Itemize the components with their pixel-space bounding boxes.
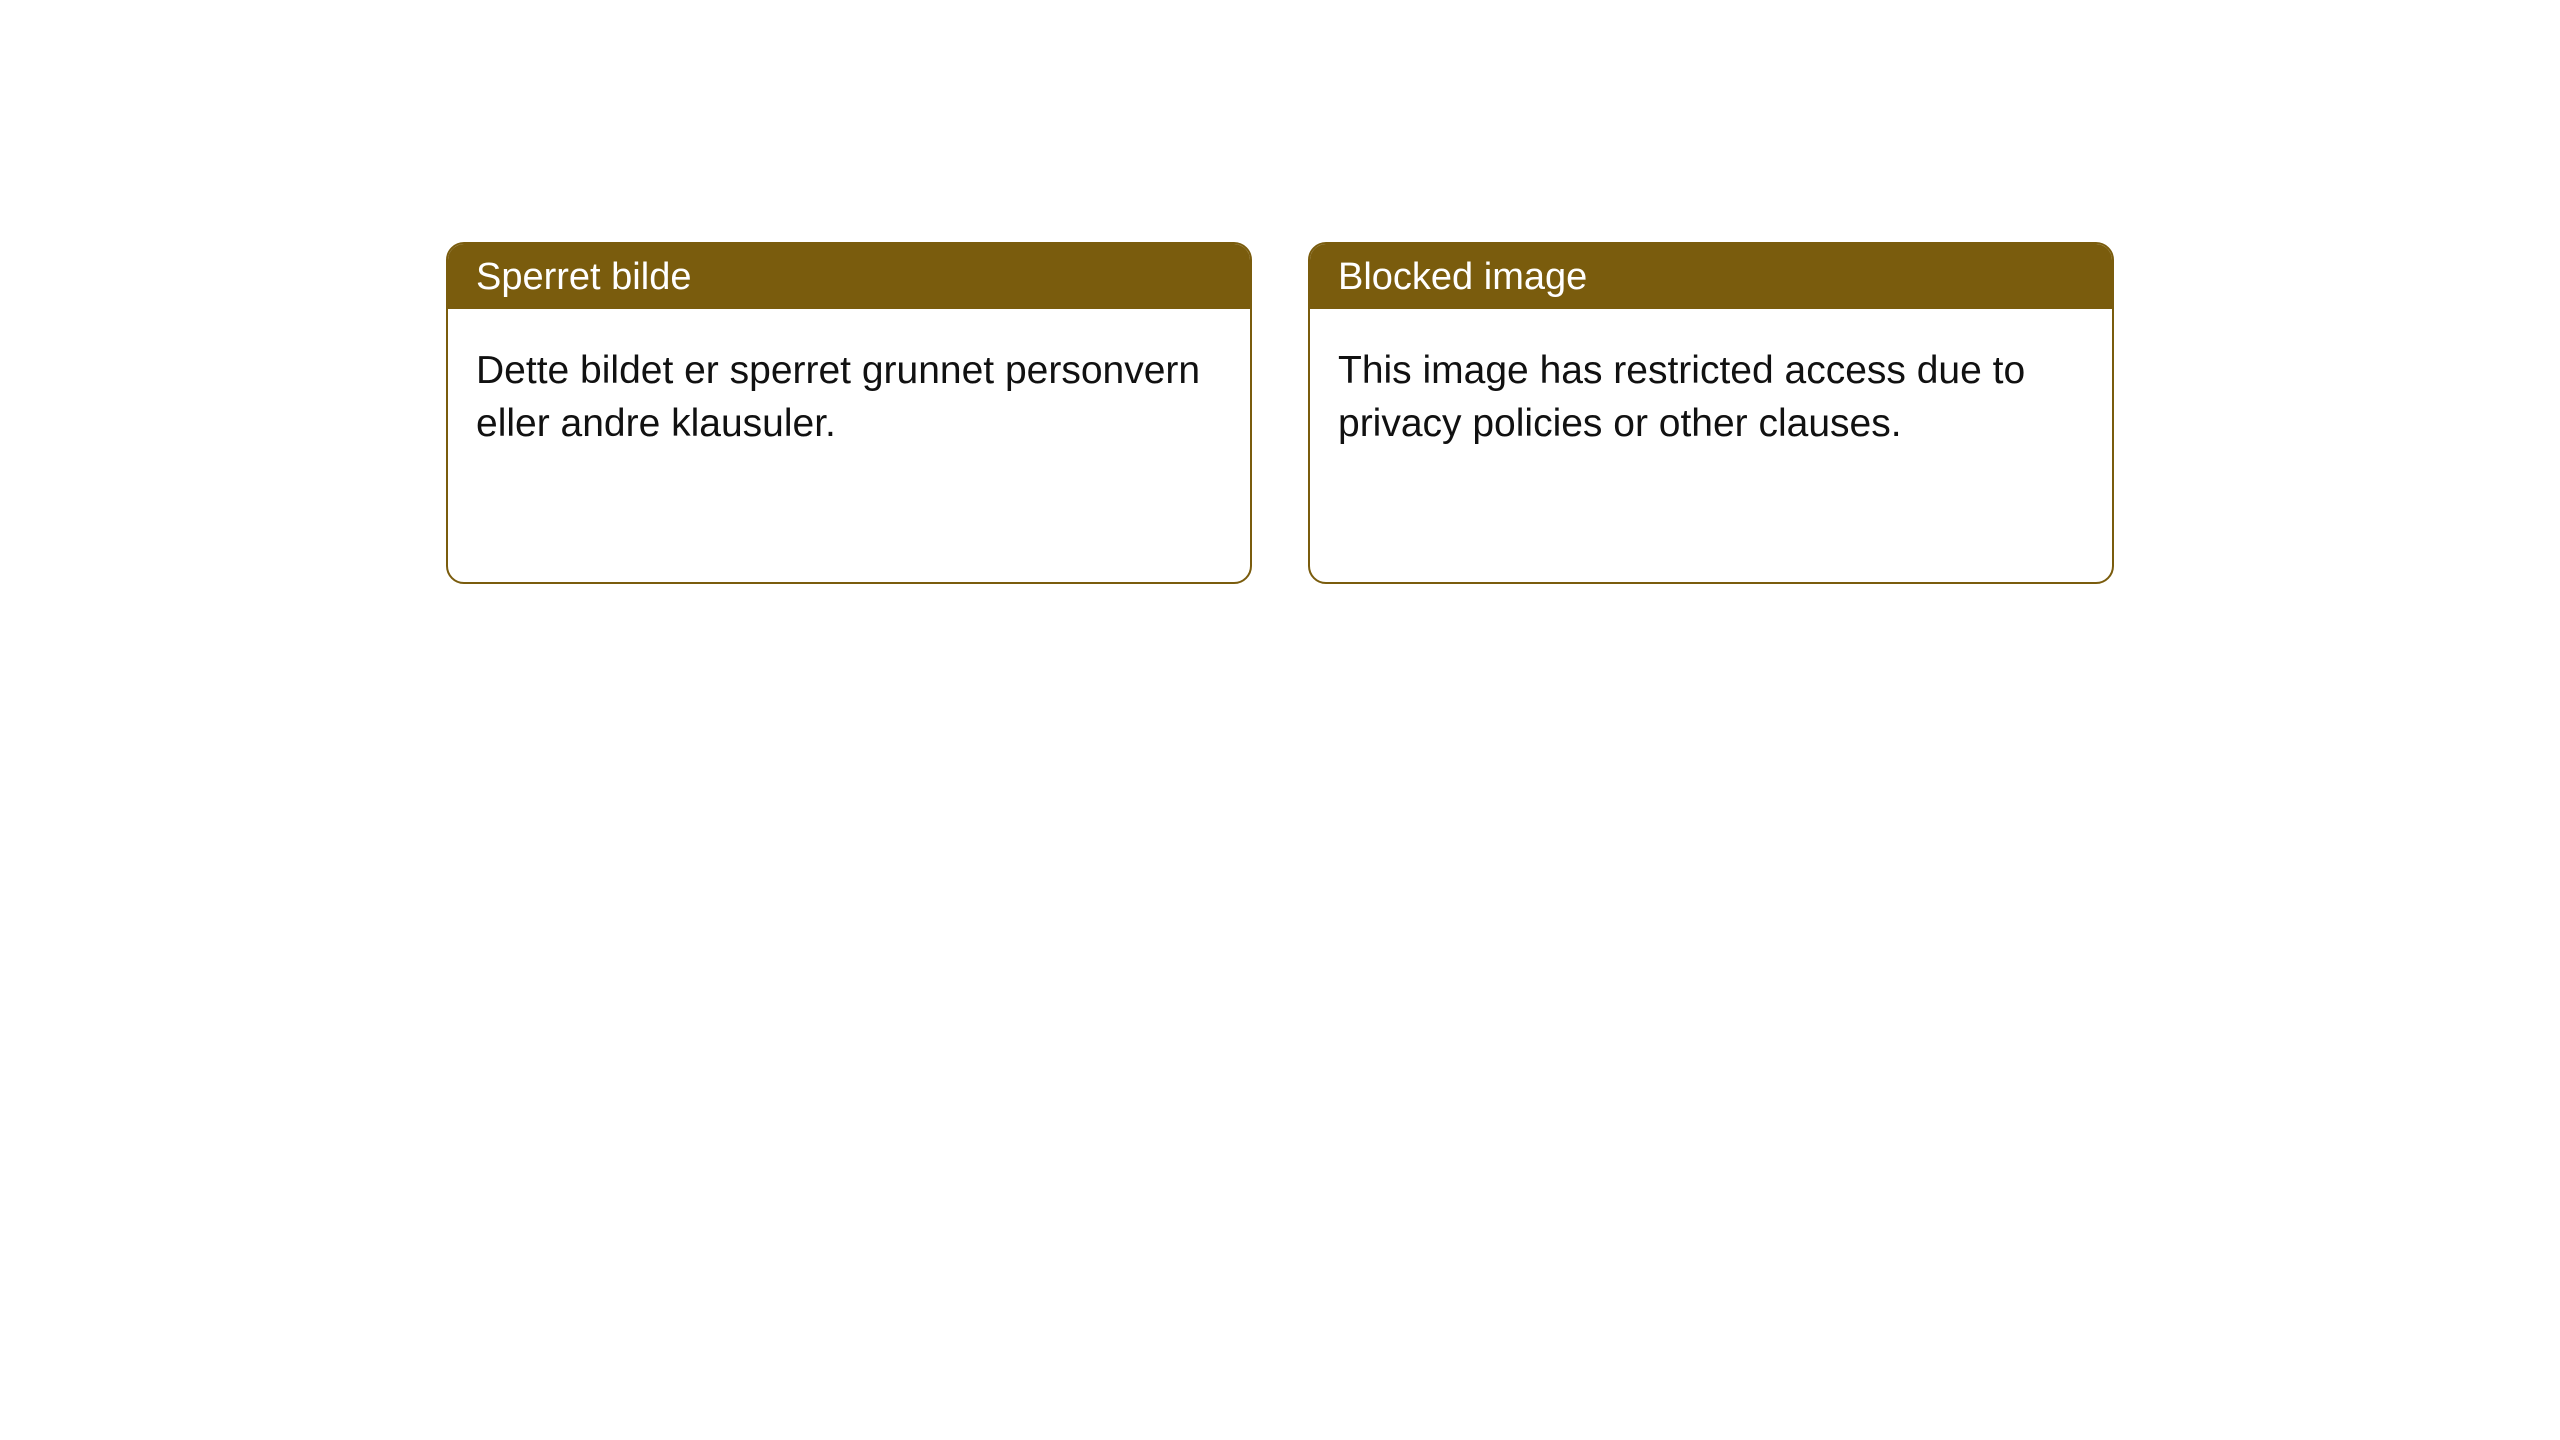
card-header: Blocked image — [1310, 244, 2112, 309]
card-body-text: Dette bildet er sperret grunnet personve… — [476, 349, 1200, 445]
card-title: Blocked image — [1338, 256, 1587, 298]
card-title: Sperret bilde — [476, 256, 691, 298]
card-body: Dette bildet er sperret grunnet personve… — [448, 309, 1250, 478]
notice-container: Sperret bilde Dette bildet er sperret gr… — [446, 242, 2114, 584]
card-body-text: This image has restricted access due to … — [1338, 349, 2025, 445]
card-body: This image has restricted access due to … — [1310, 309, 2112, 478]
card-header: Sperret bilde — [448, 244, 1250, 309]
notice-card-norwegian: Sperret bilde Dette bildet er sperret gr… — [446, 242, 1252, 584]
notice-card-english: Blocked image This image has restricted … — [1308, 242, 2114, 584]
